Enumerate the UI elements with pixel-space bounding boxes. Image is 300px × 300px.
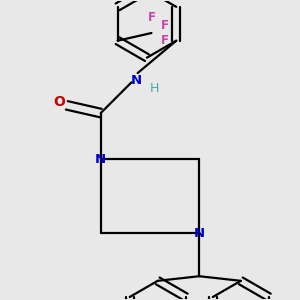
- Text: N: N: [95, 153, 106, 166]
- Text: F: F: [161, 34, 169, 47]
- Text: O: O: [53, 95, 65, 109]
- Text: N: N: [130, 74, 142, 87]
- Text: H: H: [150, 82, 159, 95]
- Text: F: F: [161, 19, 169, 32]
- Text: F: F: [148, 11, 155, 24]
- Text: N: N: [194, 226, 205, 240]
